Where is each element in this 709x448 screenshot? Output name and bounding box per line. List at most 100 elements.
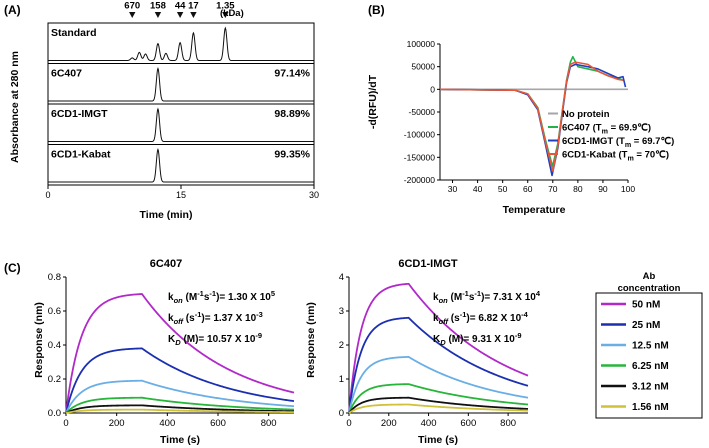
trace-label: 6C407 [51, 68, 82, 80]
marker-label: 17 [188, 1, 199, 12]
x-tick-label: 30 [309, 190, 319, 200]
sensorgram-series [348, 403, 529, 414]
sensorgram-series [65, 347, 295, 414]
melt-curve-series [439, 61, 624, 172]
y-tick-label: -50000 [409, 107, 436, 117]
marker-label: 158 [150, 1, 166, 12]
x-tick-label: 70 [548, 184, 558, 194]
x-tick-label: 200 [381, 418, 397, 429]
panel-label-b: (B) [368, 3, 385, 17]
sensorgram-series [348, 355, 529, 414]
concentration-legend: Ab concentration 50 nM 25 nM 12.5 nM 6.25 n… [595, 271, 703, 419]
sensorgram-series [65, 408, 295, 414]
panel-label-a: (A) [4, 3, 21, 17]
x-tick-label: 400 [159, 418, 175, 429]
panel-c-right-title: 6CD1-IMGT [398, 258, 458, 270]
x-tick-label: 400 [421, 418, 437, 429]
legend-label: 6CD1-IMGT (Tm​ = 69.7℃) [562, 136, 674, 149]
legend-title-line-2: concentration [618, 283, 681, 294]
y-tick-label: -150000 [404, 152, 435, 162]
panel-c-left-y-axis-label: Response (nm) [33, 302, 45, 378]
sensorgram-series [65, 293, 295, 414]
legend-label: 1.56 nM [632, 402, 669, 413]
panel-b-y-axis-label: -d(RFU)/dT [367, 74, 379, 129]
legend-label: 50 nM [632, 300, 660, 311]
x-tick-label: 800 [500, 418, 516, 429]
x-tick-label: 200 [109, 418, 125, 429]
panel-a-x-axis-label: Time (min) [140, 209, 193, 221]
y-tick-label: 0 [430, 84, 435, 94]
y-tick-label: -200000 [404, 175, 435, 185]
x-tick-label: 600 [460, 418, 476, 429]
sensorgram-series [65, 404, 295, 414]
y-tick-label: 1 [339, 374, 344, 385]
y-tick-label: 0 [339, 408, 344, 419]
panel-c-right-x-axis-label: Time (s) [418, 434, 458, 446]
panel-c-right-kinetics: 6CD1-IMGT Response (nm) 0 1 2 3 4 0 200 400 600 8… [305, 258, 541, 446]
panel-c-left-title: 6C407 [150, 258, 182, 270]
panel-a-chromatograms: Absorbance at 280 nm 670 158 44 17 1.35 (kDa… [9, 1, 319, 222]
x-tick-label: 800 [261, 418, 277, 429]
marker-triangle [190, 12, 197, 18]
x-tick-label: 30 [448, 184, 458, 194]
y-tick-label: -100000 [404, 130, 435, 140]
sensorgram-series [65, 396, 295, 414]
trace-purity: 98.89% [274, 108, 310, 120]
x-tick-label: 50 [498, 184, 508, 194]
chromatogram-trace [48, 148, 314, 183]
panel-b-x-axis-label: Temperature [503, 204, 566, 216]
panel-b-thermal-melt: -d(RFU)/dT -200000 -150000 -100000 -50000 0 5… [367, 39, 674, 216]
marker-label: 44 [175, 1, 186, 12]
sensorgram-series [65, 379, 295, 414]
marker-triangle [129, 12, 136, 18]
legend-box [595, 292, 703, 419]
y-tick-label: 0.2 [48, 374, 61, 385]
x-tick-label: 100 [621, 184, 635, 194]
panel-label-c: (C) [4, 261, 21, 275]
legend-title-line-1: Ab [643, 271, 656, 282]
sensorgram-series [348, 396, 529, 414]
y-tick-label: 0.6 [48, 306, 61, 317]
legend-label: No protein [562, 109, 610, 120]
kinetic-constant: koff (s-1​)= 1.37 X 10-3​ [168, 310, 263, 326]
sensorgram-series [348, 383, 529, 414]
sensorgram-series [348, 282, 529, 414]
legend-label: 6.25 nM [632, 361, 669, 372]
x-tick-label: 80 [573, 184, 583, 194]
y-tick-label: 100000 [407, 39, 436, 49]
x-tick-label: 40 [473, 184, 483, 194]
y-tick-label: 50000 [411, 62, 435, 72]
trace-label: 6CD1-Kabat [51, 149, 111, 161]
x-tick-label: 0 [63, 418, 68, 429]
x-tick-label: 90 [598, 184, 608, 194]
x-tick-label: 15 [176, 190, 186, 200]
legend-label: 6CD1-Kabat (Tm​ = 70℃) [562, 150, 669, 163]
x-tick-label: 0 [346, 418, 351, 429]
marker-unit-label: (kDa) [220, 8, 244, 19]
legend-label: 3.12 nM [632, 382, 669, 393]
marker-label: 670 [124, 1, 140, 12]
trace-label: Standard [51, 27, 97, 39]
legend-label: 6C407 (Tm​ = 69.9℃) [562, 123, 651, 136]
kinetic-constant: kon (M-1​s-1​)= 7.31 X 104​ [433, 289, 541, 305]
panel-c-left-x-axis-label: Time (s) [160, 434, 200, 446]
chromatogram-trace [48, 107, 314, 142]
y-tick-label: 0.4 [48, 340, 61, 351]
x-tick-label: 0 [45, 190, 50, 200]
trace-purity: 97.14% [274, 68, 310, 80]
chromatogram-trace [48, 67, 314, 102]
y-tick-label: 4 [339, 272, 344, 283]
legend-label: 12.5 nM [632, 341, 669, 352]
marker-label: 1.35 [216, 1, 235, 12]
x-tick-label: 60 [523, 184, 533, 194]
kinetic-constant: KD (M)= 10.57 X 10-9​ [168, 331, 262, 347]
y-tick-label: 0.0 [48, 408, 61, 419]
y-tick-label: 0.8 [48, 272, 61, 283]
chromatogram-trace [48, 26, 314, 61]
trace-purity: 99.35% [274, 149, 310, 161]
sensorgram-series [348, 316, 529, 414]
panel-c-left-kinetics: 6C407 Response (nm) 0.0 0.2 0.4 0.6 0.8 0 200 4… [33, 258, 295, 446]
marker-triangle [176, 12, 184, 18]
trace-label: 6CD1-IMGT [51, 108, 108, 120]
